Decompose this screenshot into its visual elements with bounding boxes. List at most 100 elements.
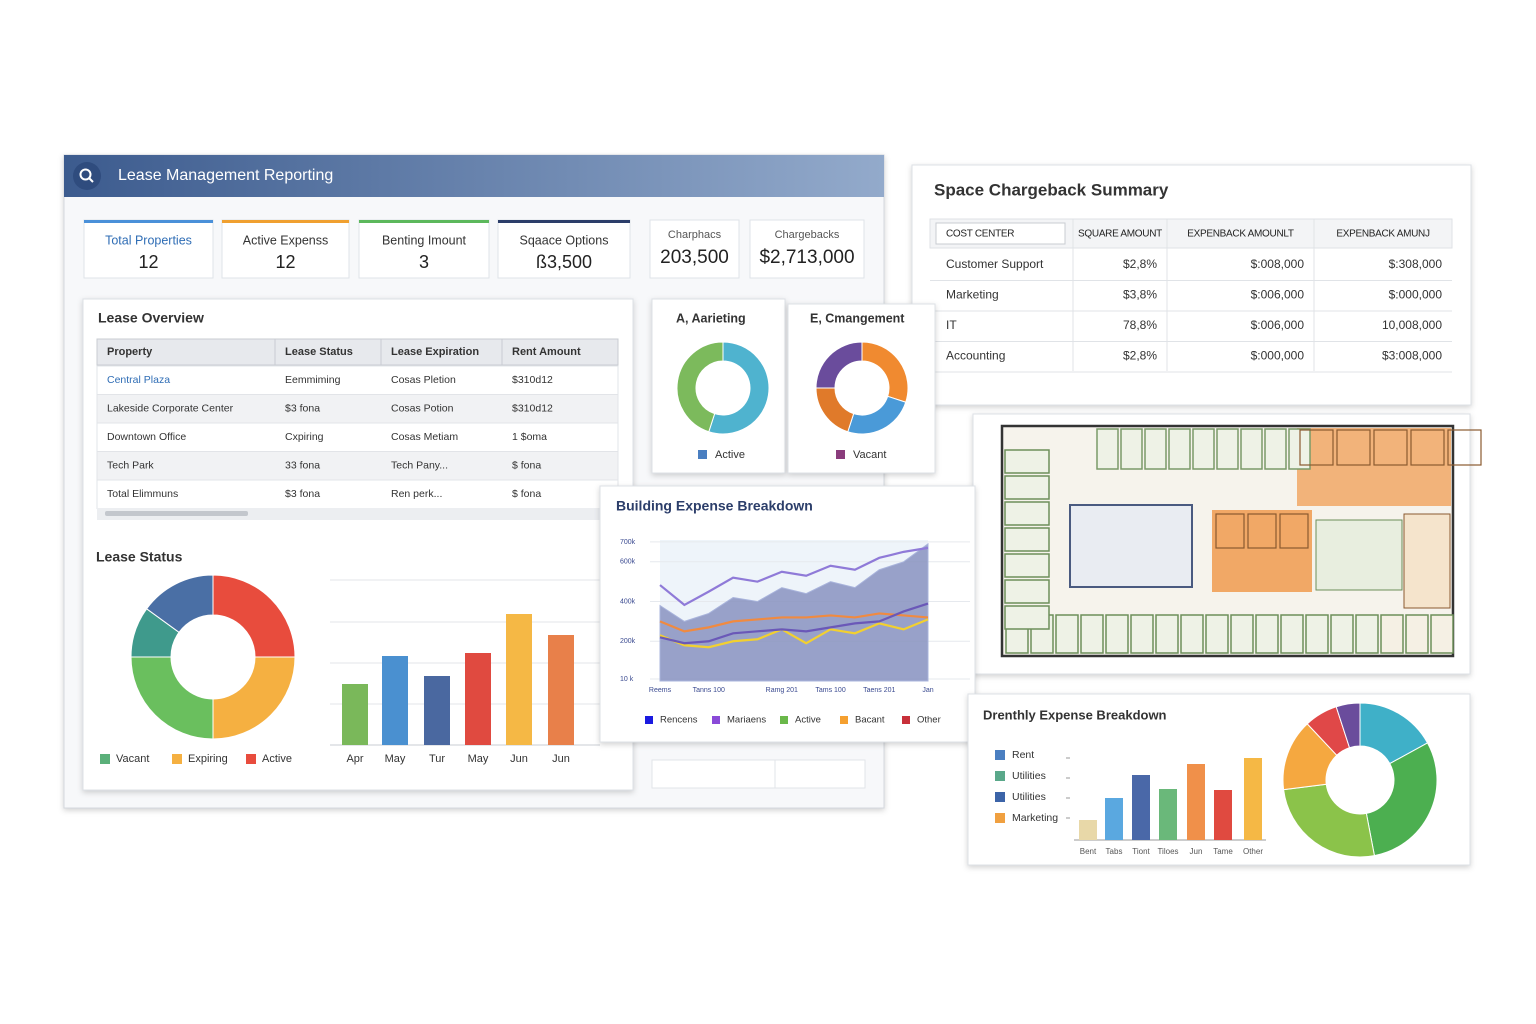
chart-title: Building Expense Breakdown xyxy=(616,498,813,514)
room-block xyxy=(1315,519,1403,591)
room xyxy=(1255,614,1279,654)
chargeback-panel xyxy=(911,164,1472,406)
table-cell: 33 fona xyxy=(285,459,320,471)
legend-swatch xyxy=(995,792,1005,802)
y-tick-label: 700k xyxy=(620,539,636,546)
room xyxy=(1105,614,1129,654)
line xyxy=(659,546,929,607)
bar xyxy=(506,614,532,745)
x-tick-label: Tams 100 xyxy=(815,687,845,694)
card-title: A, Aarieting xyxy=(676,311,746,325)
header-bar xyxy=(64,155,884,197)
room xyxy=(1004,605,1050,630)
legend-label: Active xyxy=(262,753,292,765)
room xyxy=(1305,614,1329,654)
table-cell: Cosas Pletion xyxy=(391,374,456,386)
bar xyxy=(465,653,491,745)
kpi-value: ß3,500 xyxy=(536,252,592,272)
kpi-label: Sqaace Options xyxy=(520,233,609,247)
y-tick-label: 600k xyxy=(620,559,636,566)
column-header: Property xyxy=(107,346,153,358)
kpi-accent xyxy=(84,220,213,223)
table-cell: Lakeside Corporate Center xyxy=(107,402,234,414)
legend-label: Mariaens xyxy=(727,715,766,726)
x-tick-label: Ramg 201 xyxy=(766,687,798,694)
table-cell: $:308,000 xyxy=(1389,257,1443,271)
kpi-card-bg xyxy=(649,219,740,279)
legend-swatch xyxy=(995,813,1005,823)
x-tick-label: Reems xyxy=(649,687,672,694)
table-cell: Cosas Metiam xyxy=(391,431,458,443)
legend-swatch xyxy=(840,716,848,724)
line xyxy=(659,612,929,633)
donut-segment xyxy=(815,341,863,389)
room xyxy=(1299,429,1334,466)
room-block xyxy=(1069,504,1193,588)
y-tick-label: 10 k xyxy=(620,676,634,683)
column-header: EXPENBACK AMUNJ xyxy=(1336,229,1430,240)
room xyxy=(1264,428,1287,470)
table-cell: Eemmiming xyxy=(285,374,341,386)
search-button[interactable] xyxy=(73,162,101,190)
bar xyxy=(1214,790,1232,840)
table-cell: $3:008,000 xyxy=(1382,349,1442,363)
kpi-card xyxy=(749,219,865,279)
kpi-card-bg xyxy=(221,219,350,279)
table-cell: Customer Support xyxy=(946,257,1044,271)
legend-label: Expiring xyxy=(188,753,228,765)
room xyxy=(1130,614,1154,654)
header-title: Lease Management Reporting xyxy=(118,167,333,184)
bar xyxy=(1079,820,1097,840)
scrollbar-thumb xyxy=(105,511,248,516)
room xyxy=(1168,428,1191,470)
room xyxy=(1247,513,1277,549)
legend-swatch xyxy=(780,716,788,724)
search-icon xyxy=(79,168,92,181)
bar xyxy=(1105,798,1123,840)
y-tick-label: 200k xyxy=(620,638,636,645)
kpi-card xyxy=(358,219,490,279)
x-tick-label: Jun xyxy=(552,753,570,765)
room xyxy=(1430,614,1454,654)
bar xyxy=(424,676,450,745)
search-icon xyxy=(88,177,94,183)
kpi-card xyxy=(221,219,350,279)
room xyxy=(1330,614,1354,654)
x-tick-label: Bent xyxy=(1080,847,1097,856)
x-tick-label: Tur xyxy=(429,753,445,765)
legend-swatch xyxy=(836,450,845,459)
room xyxy=(1373,429,1408,466)
kpi-value: $2,713,000 xyxy=(759,247,854,268)
legend-swatch xyxy=(995,750,1005,760)
table-cell: Central Plaza xyxy=(107,374,170,386)
bar xyxy=(1187,764,1205,840)
room xyxy=(1004,449,1050,474)
room xyxy=(1155,614,1179,654)
donut-segment xyxy=(1283,783,1376,858)
table-cell: $:000,000 xyxy=(1251,349,1305,363)
x-tick-label: Jun xyxy=(1190,847,1203,856)
kpi-value: 12 xyxy=(275,252,295,272)
legend-label: Active xyxy=(715,449,745,461)
table-cell: Tech Pany... xyxy=(391,459,448,471)
x-tick-label: May xyxy=(385,753,406,765)
room xyxy=(1144,428,1167,470)
table-cell: $310d12 xyxy=(512,374,553,386)
table-cell: Marketing xyxy=(946,288,999,302)
table-cell: $:006,000 xyxy=(1251,318,1305,332)
legend-swatch xyxy=(246,754,256,764)
room xyxy=(1280,614,1304,654)
donut-segment xyxy=(130,656,214,740)
section-title: Lease Status xyxy=(96,549,183,565)
room xyxy=(1004,475,1050,500)
room xyxy=(1205,614,1229,654)
legend-swatch xyxy=(172,754,182,764)
room xyxy=(1192,428,1215,470)
table-cell: 1 $oma xyxy=(512,431,547,443)
section-title: Lease Overview xyxy=(98,310,204,326)
x-tick-label: Apr xyxy=(346,753,363,765)
room xyxy=(1215,513,1245,549)
room xyxy=(1080,614,1104,654)
area xyxy=(659,542,929,682)
section-title: Space Chargeback Summary xyxy=(934,180,1169,199)
